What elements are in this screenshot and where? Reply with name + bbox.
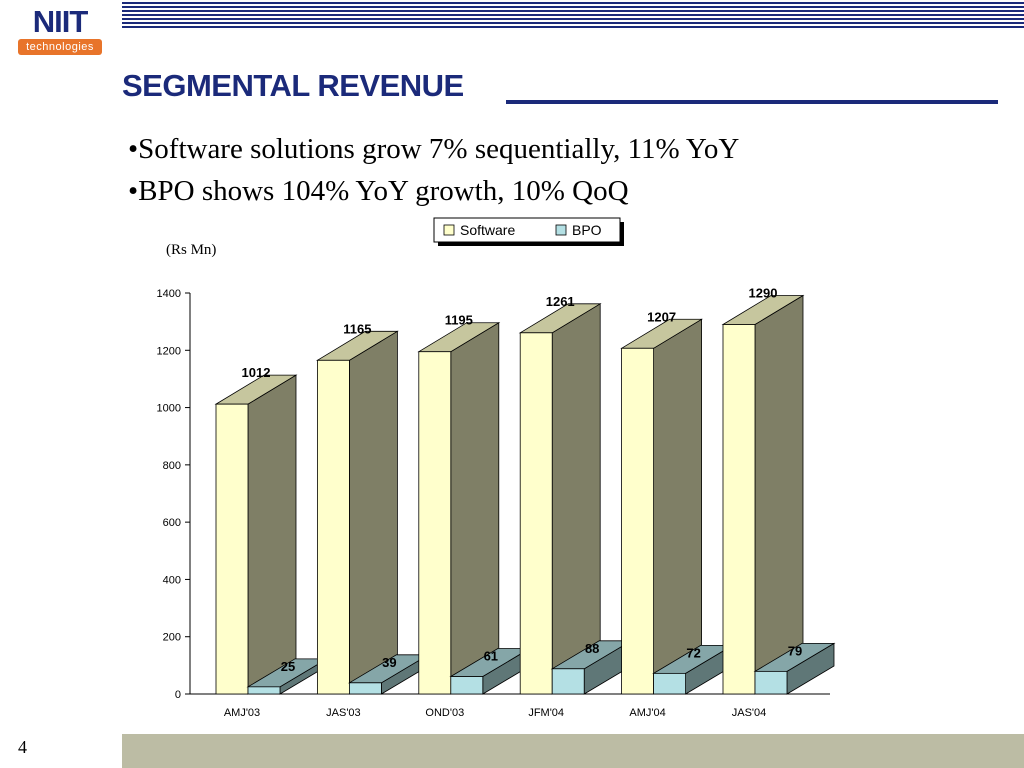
- software-bar: [418, 351, 452, 695]
- legend-bpo-swatch: [555, 224, 567, 236]
- niit-logo: NIIT technologies: [14, 6, 106, 56]
- bpo-bar: [348, 682, 382, 695]
- y-tick-label: 1400: [157, 288, 181, 300]
- header-stripes: [122, 2, 1024, 30]
- software-bar: [316, 359, 350, 695]
- bpo-value-label: 61: [484, 649, 498, 664]
- software-bar: [722, 324, 756, 695]
- bpo-bar: [653, 672, 686, 695]
- bpo-value-label: 79: [788, 643, 802, 658]
- software-value-label: 1290: [749, 286, 778, 301]
- bpo-bar: [247, 686, 281, 695]
- software-value-label: 1165: [343, 321, 371, 336]
- software-value-label: 1207: [647, 309, 676, 324]
- title-underline: [506, 100, 998, 104]
- logo-subtitle: technologies: [18, 39, 102, 55]
- software-bar-side: [754, 294, 804, 695]
- bpo-bar: [551, 668, 585, 695]
- unit-label: (Rs Mn): [166, 242, 216, 258]
- software-bar: [621, 347, 654, 695]
- software-bar-side: [653, 318, 702, 695]
- x-tick-label: JFM'04: [528, 707, 564, 719]
- software-bar-side: [348, 330, 398, 695]
- software-bar-side: [450, 322, 500, 695]
- y-tick-label: 800: [163, 460, 181, 472]
- legend-bpo-label: BPO: [572, 222, 602, 238]
- footer-bar: [122, 734, 1024, 768]
- bpo-value-label: 72: [686, 645, 700, 660]
- y-tick-label: 0: [175, 689, 181, 701]
- software-bar-side: [247, 374, 297, 695]
- software-value-label: 1195: [445, 313, 473, 328]
- x-tick-label: JAS'04: [732, 707, 767, 719]
- bpo-value-label: 25: [281, 659, 295, 674]
- y-tick-label: 400: [163, 574, 181, 586]
- legend-software-swatch: [443, 224, 455, 236]
- logo-wordmark: NIIT: [32, 4, 89, 39]
- x-tick-label: AMJ'04: [629, 707, 665, 719]
- bpo-value-label: 39: [382, 655, 396, 670]
- legend-box: [433, 217, 621, 243]
- bpo-value-label: 88: [585, 641, 599, 656]
- y-tick-label: 1000: [157, 403, 181, 415]
- x-tick-label: JAS'03: [326, 707, 361, 719]
- software-bar: [519, 332, 553, 695]
- bpo-bar: [450, 676, 484, 695]
- legend-software-label: Software: [460, 222, 515, 238]
- bullet-bpo: •BPO shows 104% YoY growth, 10% QoQ: [128, 175, 629, 207]
- y-tick-label: 1200: [157, 345, 181, 357]
- page-number: 4: [18, 737, 27, 757]
- software-bar-side: [551, 303, 601, 695]
- y-tick-label: 600: [163, 517, 181, 529]
- bullet-list: •Software solutions grow 7% sequentially…: [128, 128, 739, 212]
- software-value-label: 1261: [546, 294, 575, 309]
- x-tick-label: OND'03: [425, 707, 464, 719]
- bpo-bar: [754, 670, 788, 695]
- y-tick-label: 200: [163, 632, 181, 644]
- slide-title: SEGMENTAL REVENUE: [122, 68, 464, 103]
- software-value-label: 1012: [242, 365, 271, 380]
- bullet-software: •Software solutions grow 7% sequentially…: [128, 133, 740, 165]
- software-bar: [215, 403, 249, 695]
- x-tick-label: AMJ'03: [224, 707, 260, 719]
